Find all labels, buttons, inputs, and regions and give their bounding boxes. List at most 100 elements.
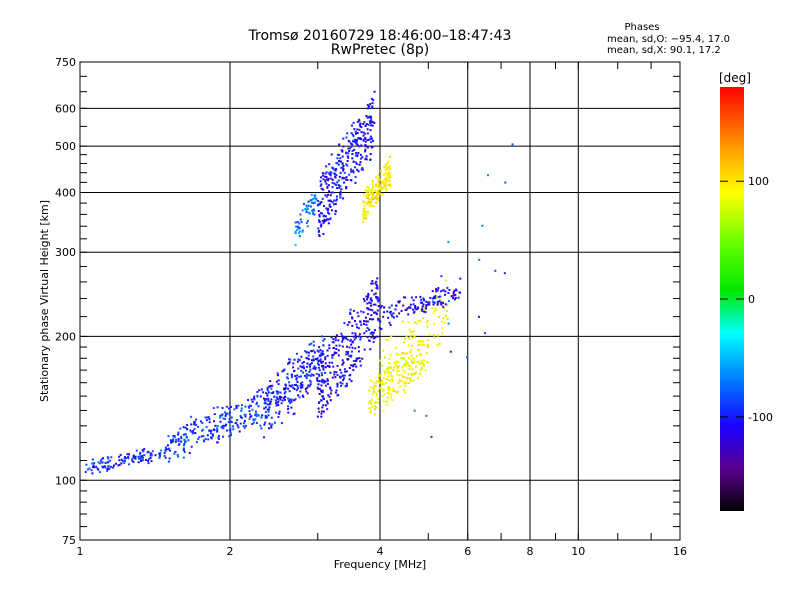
data-point xyxy=(339,196,342,199)
data-point xyxy=(355,142,358,145)
data-point xyxy=(392,387,395,390)
data-point xyxy=(425,300,428,303)
data-point xyxy=(328,212,331,215)
data-point xyxy=(387,366,390,369)
data-point xyxy=(348,150,351,152)
data-point xyxy=(333,182,336,185)
data-point xyxy=(410,348,413,351)
data-point xyxy=(412,308,414,311)
data-point xyxy=(326,383,329,385)
data-point xyxy=(225,429,228,432)
data-point xyxy=(329,387,332,390)
data-point xyxy=(326,185,329,188)
data-point xyxy=(323,220,326,223)
data-point xyxy=(384,168,387,171)
data-point xyxy=(341,337,344,340)
data-point xyxy=(365,201,368,204)
data-point xyxy=(379,306,382,309)
data-point xyxy=(401,374,403,377)
data-point xyxy=(346,160,349,162)
data-point xyxy=(402,320,404,323)
data-point xyxy=(168,447,171,450)
data-point xyxy=(365,323,368,326)
data-point xyxy=(356,155,359,158)
data-point xyxy=(357,152,360,154)
data-point xyxy=(329,371,332,374)
data-point xyxy=(414,321,417,324)
data-point xyxy=(442,289,445,292)
data-point xyxy=(334,176,337,179)
data-point xyxy=(320,187,323,190)
data-point xyxy=(351,332,354,335)
data-point xyxy=(205,419,208,422)
data-point xyxy=(404,391,407,394)
data-point xyxy=(277,416,280,418)
data-point xyxy=(341,162,344,165)
data-point xyxy=(318,215,321,218)
data-point xyxy=(447,300,450,302)
data-point xyxy=(123,461,126,464)
data-point xyxy=(325,165,328,168)
data-point xyxy=(143,454,146,457)
data-point xyxy=(352,169,355,172)
data-point xyxy=(312,355,315,358)
data-point xyxy=(289,402,292,405)
data-point xyxy=(383,306,386,309)
x-axis-ticks: 1 2 4 6 8 10 16 xyxy=(77,62,687,558)
data-point xyxy=(386,172,389,175)
data-point xyxy=(420,359,423,362)
data-point xyxy=(200,420,202,423)
data-point xyxy=(356,357,359,360)
data-point xyxy=(308,351,310,354)
data-point xyxy=(268,408,271,411)
data-point xyxy=(396,367,399,369)
data-point xyxy=(351,149,354,152)
data-point xyxy=(367,116,370,119)
data-point xyxy=(190,415,193,418)
data-point xyxy=(93,462,96,465)
data-point xyxy=(201,429,203,432)
data-point xyxy=(325,195,328,198)
data-point xyxy=(349,308,352,311)
data-point xyxy=(442,305,445,308)
data-point xyxy=(312,209,315,212)
data-point xyxy=(365,189,368,192)
data-point xyxy=(257,405,260,408)
data-point xyxy=(411,333,414,336)
data-point xyxy=(267,410,270,413)
data-point xyxy=(431,297,434,300)
data-point xyxy=(448,289,451,291)
data-point xyxy=(431,307,434,309)
data-point xyxy=(173,436,176,439)
data-point xyxy=(216,430,219,433)
data-point xyxy=(268,406,271,409)
data-point xyxy=(374,195,377,198)
data-point xyxy=(371,121,374,124)
data-point xyxy=(363,212,366,215)
data-point xyxy=(375,176,378,178)
data-point xyxy=(324,180,327,183)
data-point xyxy=(353,138,356,141)
data-point xyxy=(412,303,415,306)
data-point xyxy=(208,421,211,424)
data-point xyxy=(377,379,380,382)
data-point xyxy=(428,303,431,306)
data-point xyxy=(377,376,380,379)
data-point xyxy=(375,287,378,290)
data-point xyxy=(445,309,448,312)
data-point xyxy=(332,338,335,341)
data-point xyxy=(377,401,380,404)
data-point xyxy=(391,380,394,383)
data-point xyxy=(320,410,323,413)
data-point xyxy=(312,202,315,204)
data-point xyxy=(382,388,385,391)
data-point xyxy=(323,214,325,217)
data-point xyxy=(327,218,330,221)
data-point xyxy=(121,459,124,462)
data-point xyxy=(425,414,428,417)
data-point xyxy=(379,320,382,323)
data-point xyxy=(400,380,403,383)
data-point xyxy=(373,336,376,339)
data-point xyxy=(452,292,455,295)
